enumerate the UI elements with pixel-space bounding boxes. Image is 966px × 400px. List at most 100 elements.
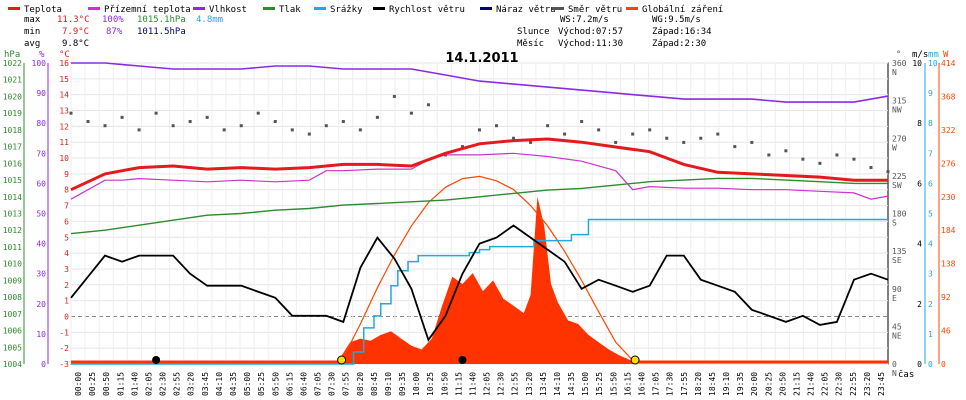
ms-tick-label: 8 [917, 119, 922, 128]
mm-tick-label: 1 [928, 330, 933, 339]
x-tick-label: 19:10 [722, 372, 731, 396]
stat-moon-set: Západ:2:30 [652, 39, 706, 49]
hpa-tick-label: 1017 [3, 143, 22, 152]
stat-wg: WG:9.5m/s [652, 15, 701, 25]
wind-direction-point [171, 124, 175, 128]
celsius-tick-label: 1 [64, 297, 69, 306]
wind-direction-point [665, 136, 669, 140]
percent-tick-label: 70 [36, 149, 46, 158]
direction-name-label: NW [892, 106, 902, 115]
wind-direction-point [392, 94, 396, 98]
direction-name-label: S [892, 219, 897, 228]
mm-tick-label: 7 [928, 149, 933, 158]
x-tick-label: 12:30 [497, 372, 506, 396]
stat-min-temp: 7.9°C [62, 27, 89, 37]
hpa-tick-label: 1009 [3, 276, 22, 285]
legend-swatch [88, 7, 100, 10]
x-tick-label: 17:05 [652, 372, 661, 396]
hpa-tick-label: 1012 [3, 226, 22, 235]
wm2-tick-label: 414 [941, 59, 956, 68]
sunset-marker [630, 355, 640, 365]
wind-direction-point [631, 132, 635, 136]
percent-tick-label: 90 [36, 89, 46, 98]
celsius-tick-label: 10 [59, 154, 69, 163]
stat-max-temp: 11.3°C [57, 15, 90, 25]
ms-tick-label: 0 [917, 360, 922, 369]
direction-tick-label: 45 [892, 322, 902, 331]
wind-direction-point [529, 140, 533, 144]
hpa-tick-label: 1004 [3, 360, 22, 369]
wind-direction-point [358, 128, 362, 132]
wm2-tick-label: 368 [941, 92, 956, 101]
direction-tick-label: 360 [892, 59, 907, 68]
right-axes: 0N45NE90E135SE180S225SW270W315NW360N0246… [892, 59, 956, 378]
wind-direction-point [818, 161, 822, 165]
hpa-tick-label: 1018 [3, 126, 22, 135]
legend-swatch [314, 7, 326, 10]
stat-min-label: min [24, 27, 40, 37]
left-axes: 1004100510061007100810091010101110121013… [3, 59, 69, 369]
hpa-tick-label: 1016 [3, 159, 22, 168]
direction-name-label: NE [892, 331, 902, 340]
chart-title: 14.1.2011 [445, 51, 518, 66]
mm-tick-label: 9 [928, 89, 933, 98]
x-tick-label: 12:05 [483, 372, 492, 396]
wind-direction-point [699, 136, 703, 140]
celsius-tick-label: 14 [59, 91, 69, 100]
wind-direction-point [495, 124, 499, 128]
x-tick-label: 01:40 [130, 372, 139, 396]
x-tick-label: 10:50 [440, 372, 449, 396]
celsius-tick-label: 3 [64, 265, 69, 274]
wind-direction-point [801, 157, 805, 161]
moonset-marker [152, 356, 161, 364]
stat-moon-label: Měsíc [517, 39, 544, 49]
wm2-tick-label: 0 [941, 360, 946, 369]
mm-tick-label: 2 [928, 300, 933, 309]
mm-tick-label: 3 [928, 270, 933, 279]
wm2-tick-label: 230 [941, 193, 956, 202]
celsius-tick-label: 2 [64, 281, 69, 290]
legend-swatch [263, 7, 275, 10]
x-tick-label: 00:25 [88, 372, 97, 396]
legend-swatch [373, 7, 385, 10]
wind-direction-point [307, 132, 311, 136]
stats-block: max 11.3°C 100% 1015.1hPa 4.8mm min 7.9°… [24, 15, 712, 49]
series-solar-radiation [339, 196, 637, 364]
x-tick-label: 20:50 [778, 372, 787, 396]
x-tick-label: 10:00 [412, 372, 421, 396]
x-tick-label: 00:50 [102, 372, 111, 396]
unit-wm2: W [943, 50, 949, 60]
percent-tick-label: 60 [36, 179, 46, 188]
celsius-tick-label: 11 [59, 138, 69, 147]
sunrise-marker [337, 355, 347, 365]
ms-tick-label: 2 [917, 300, 922, 309]
mm-tick-label: 8 [928, 119, 933, 128]
x-tick-label: 03:20 [187, 372, 196, 396]
wind-direction-point [580, 120, 584, 124]
unit-ms: m/s [912, 50, 928, 60]
x-tick-label: 05:00 [243, 372, 252, 396]
hpa-tick-label: 1007 [3, 310, 22, 319]
ms-tick-label: 4 [917, 240, 922, 249]
x-tick-label: 11:40 [468, 372, 477, 396]
celsius-tick-label: 5 [64, 233, 69, 242]
x-tick-label: 18:45 [708, 372, 717, 396]
wind-direction-point [188, 120, 192, 124]
celsius-tick-label: 12 [59, 122, 69, 131]
x-tick-label: 11:15 [454, 372, 463, 396]
celsius-tick-label: 16 [59, 59, 69, 68]
wind-direction-point [733, 145, 737, 149]
x-tick-label: 13:45 [539, 372, 548, 396]
x-tick-label: 04:10 [215, 372, 224, 396]
wm2-tick-label: 138 [941, 260, 956, 269]
x-tick-label: 05:50 [271, 372, 280, 396]
stat-sun-set: Západ:16:34 [652, 27, 712, 37]
x-tick-label: 06:15 [285, 372, 294, 396]
series-pressure [70, 177, 888, 235]
ms-tick-label: 6 [917, 179, 922, 188]
percent-tick-label: 30 [36, 270, 46, 279]
wind-direction-point [375, 115, 379, 119]
x-tick-label: 17:55 [680, 372, 689, 396]
